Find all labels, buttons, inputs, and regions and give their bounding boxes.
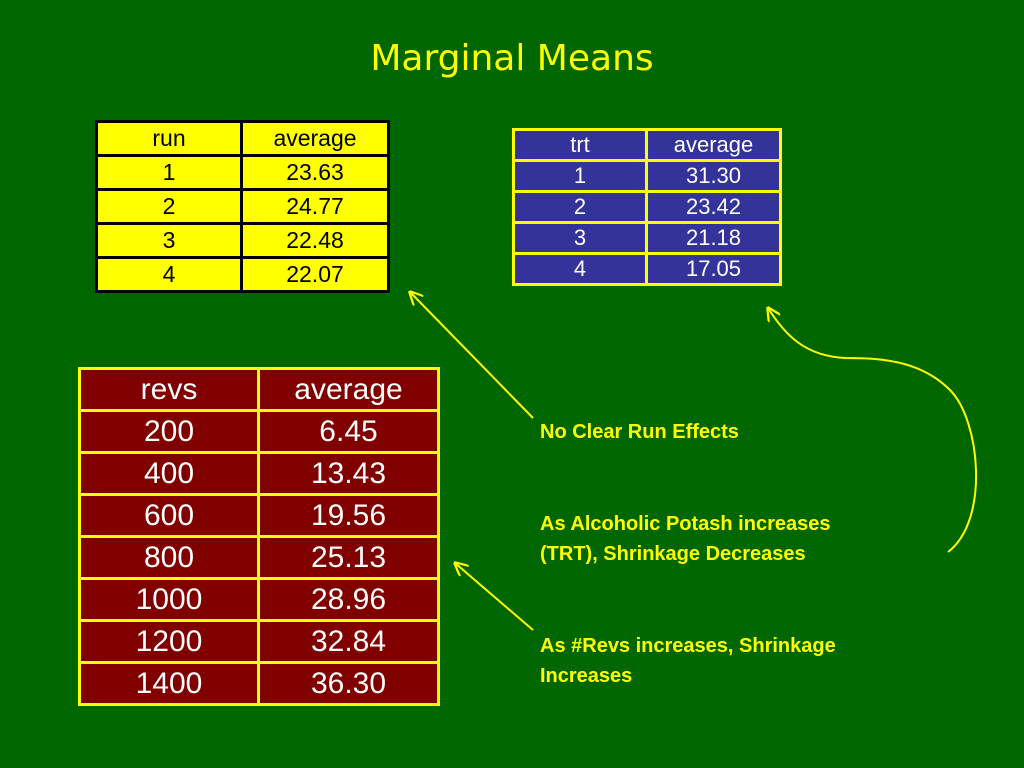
average-cell: 24.77 [240,188,390,225]
table-row: 800 25.13 [78,535,440,580]
column-header-run: run [95,120,243,157]
column-header-average: average [240,120,390,157]
table-row: 3 22.48 [95,222,390,259]
average-cell: 6.45 [257,409,440,454]
table-row: 3 21.18 [512,221,782,255]
arrow-to-revs-table [455,563,534,631]
average-cell: 22.07 [240,256,390,293]
revs-cell: 1000 [78,577,260,622]
table-row: 1 31.30 [512,159,782,193]
average-cell: 17.05 [645,252,782,286]
revs-cell: 800 [78,535,260,580]
arrow-to-trt-table [768,308,977,553]
trt-cell: 2 [512,190,648,224]
table-row: 1000 28.96 [78,577,440,622]
table-header-row: run average [95,120,390,157]
slide-title: Marginal Means [370,38,654,79]
column-header-average: average [257,367,440,412]
note-trt-effects: As Alcoholic Potash increases (TRT), Shr… [540,509,830,569]
table-row: 600 19.56 [78,493,440,538]
column-header-average: average [645,128,782,162]
trt-means-table: trt average 1 31.30 2 23.42 3 21.18 4 17… [512,128,782,286]
run-cell: 3 [95,222,243,259]
note-line: No Clear Run Effects [540,421,739,443]
note-line: (TRT), Shrinkage Decreases [540,543,806,565]
run-cell: 4 [95,256,243,293]
average-cell: 31.30 [645,159,782,193]
revs-cell: 1200 [78,619,260,664]
note-revs-effects: As #Revs increases, Shrinkage Increases [540,631,836,691]
revs-cell: 200 [78,409,260,454]
run-means-table: run average 1 23.63 2 24.77 3 22.48 4 22… [95,120,390,293]
run-cell: 2 [95,188,243,225]
trt-cell: 4 [512,252,648,286]
table-row: 4 17.05 [512,252,782,286]
column-header-revs: revs [78,367,260,412]
revs-means-table: revs average 200 6.45 400 13.43 600 19.5… [78,367,440,706]
revs-cell: 600 [78,493,260,538]
table-row: 4 22.07 [95,256,390,293]
table-row: 1 23.63 [95,154,390,191]
trt-cell: 3 [512,221,648,255]
note-line: As #Revs increases, Shrinkage [540,635,836,657]
table-row: 400 13.43 [78,451,440,496]
average-cell: 25.13 [257,535,440,580]
average-cell: 32.84 [257,619,440,664]
average-cell: 22.48 [240,222,390,259]
revs-cell: 1400 [78,661,260,706]
average-cell: 36.30 [257,661,440,706]
table-row: 1400 36.30 [78,661,440,706]
note-line: Increases [540,665,633,687]
average-cell: 23.42 [645,190,782,224]
average-cell: 21.18 [645,221,782,255]
table-header-row: revs average [78,367,440,412]
table-row: 1200 32.84 [78,619,440,664]
note-run-effects: No Clear Run Effects [540,417,739,447]
run-cell: 1 [95,154,243,191]
arrow-to-run-table [410,292,534,419]
table-row: 2 24.77 [95,188,390,225]
average-cell: 13.43 [257,451,440,496]
table-row: 200 6.45 [78,409,440,454]
average-cell: 28.96 [257,577,440,622]
revs-cell: 400 [78,451,260,496]
table-header-row: trt average [512,128,782,162]
average-cell: 19.56 [257,493,440,538]
note-line: As Alcoholic Potash increases [540,513,831,535]
column-header-trt: trt [512,128,648,162]
table-row: 2 23.42 [512,190,782,224]
average-cell: 23.63 [240,154,390,191]
trt-cell: 1 [512,159,648,193]
